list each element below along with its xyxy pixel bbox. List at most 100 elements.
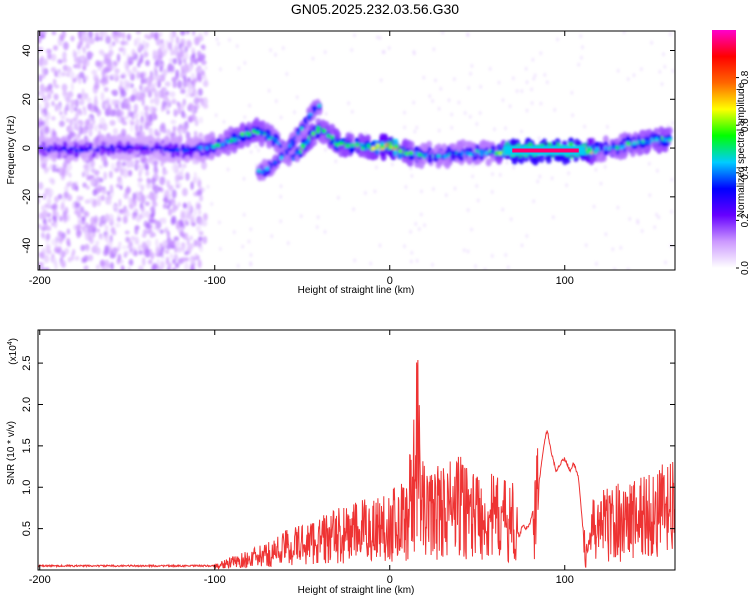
noise-cell (143, 51, 147, 59)
noise-cell (180, 167, 185, 172)
ridge-core (619, 145, 624, 150)
noise-cell (150, 251, 155, 260)
noise-cell (104, 224, 109, 233)
noise-cell (415, 258, 419, 263)
noise-cell (364, 131, 368, 136)
noise-cell (237, 66, 241, 71)
ridge-mid (175, 150, 181, 157)
noise-cell (74, 98, 79, 108)
noise-cell (192, 177, 197, 184)
noise-cell (173, 43, 180, 52)
noise-cell (177, 108, 182, 115)
ridge-core (299, 126, 304, 131)
noise-cell (217, 220, 221, 225)
noise-cell (324, 111, 328, 116)
noise-cell (132, 66, 138, 73)
noise-cell (169, 37, 175, 44)
noise-cell (201, 59, 207, 66)
noise-cell (403, 125, 407, 130)
noise-cell (182, 52, 189, 61)
noise-cell (169, 132, 175, 138)
noise-cell (135, 118, 140, 126)
noise-cell (350, 48, 354, 52)
snr-scale-exponent: 4 (7, 341, 14, 345)
noise-cell (116, 245, 122, 250)
noise-cell (168, 262, 173, 267)
noise-cell (137, 177, 143, 183)
noise-cell (670, 209, 673, 214)
noise-cell (83, 167, 90, 177)
noise-cell (193, 239, 198, 247)
noise-cell (123, 192, 129, 200)
noise-cell (100, 194, 105, 202)
noise-cell (105, 74, 109, 79)
noise-cell (390, 162, 394, 167)
noise-cell (144, 249, 151, 258)
x-tick-label: 0 (387, 275, 393, 287)
noise-cell (61, 83, 68, 92)
noise-cell (334, 159, 338, 164)
noise-cell (100, 31, 106, 38)
noise-cell (145, 165, 149, 171)
noise-cell (54, 103, 59, 112)
noise-cell (139, 111, 146, 116)
noise-cell (43, 254, 50, 264)
noise-cell (533, 73, 537, 78)
noise-cell (194, 91, 199, 98)
noise-cell (178, 181, 182, 189)
noise-cell (116, 99, 122, 105)
noise-cell (128, 203, 135, 209)
noise-cell (185, 93, 190, 98)
noise-cell (126, 33, 132, 41)
noise-cell (539, 101, 543, 106)
snr-series-line (38, 359, 675, 570)
noise-cell (67, 194, 73, 202)
noise-cell (214, 113, 218, 118)
noise-cell (54, 260, 58, 270)
noise-cell (59, 251, 64, 257)
noise-cell (168, 199, 172, 207)
noise-cell (520, 243, 524, 248)
noise-cell (50, 66, 57, 73)
noise-cell (653, 225, 657, 230)
noise-cell (410, 250, 414, 255)
noise-cell (170, 119, 176, 124)
noise-cell (111, 64, 117, 70)
noise-cell (139, 124, 143, 133)
noise-cell (553, 107, 557, 112)
noise-cell (201, 160, 207, 170)
ridge-core (316, 126, 321, 131)
ridge-halo (203, 134, 210, 143)
noise-cell (108, 213, 114, 223)
ridge-core (394, 144, 398, 149)
noise-cell (162, 169, 169, 175)
noise-cell (249, 227, 253, 232)
noise-cell (202, 235, 208, 245)
noise-cell (162, 197, 169, 203)
noise-cell (178, 163, 182, 168)
noise-cell (198, 73, 202, 83)
noise-cell (311, 56, 315, 61)
noise-cell (133, 250, 138, 257)
noise-cell (107, 198, 112, 206)
noise-cell (537, 136, 541, 141)
ridge-core (457, 152, 462, 157)
ridge-mid (414, 146, 420, 153)
noise-cell (68, 172, 72, 178)
noise-cell (116, 53, 121, 62)
noise-cell (315, 225, 319, 230)
noise-cell (58, 120, 65, 127)
noise-cell (663, 64, 667, 69)
ridge-mid (117, 140, 123, 147)
noise-cell (94, 124, 98, 132)
noise-cell (108, 42, 113, 50)
noise-cell (106, 190, 111, 196)
noise-cell (73, 107, 78, 112)
ridge-halo (644, 145, 651, 154)
ridge-mid (640, 142, 646, 149)
noise-cell (115, 206, 119, 214)
ridge-mid (354, 137, 360, 144)
noise-cell (51, 116, 56, 121)
noise-cell (347, 101, 351, 106)
ridge-halo (538, 154, 545, 163)
